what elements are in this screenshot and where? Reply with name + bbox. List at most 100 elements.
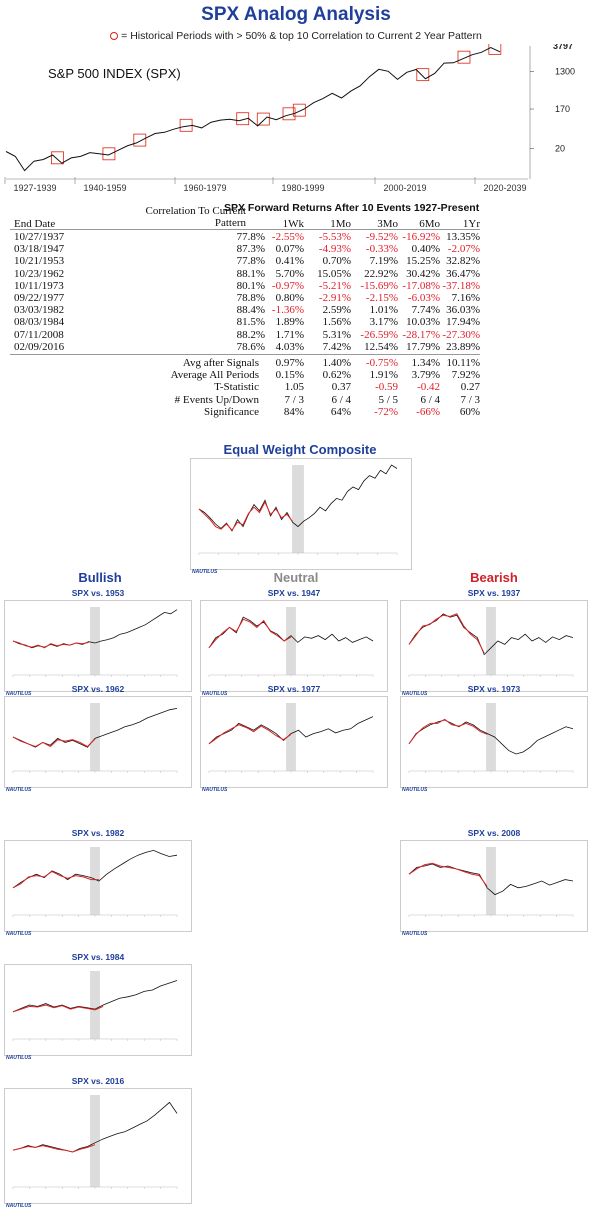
table-cell: 13.35% xyxy=(446,231,480,243)
table-cell: 7.74% xyxy=(411,304,440,317)
table-cell: -1.36% xyxy=(271,304,304,317)
table-cell: -9.52% xyxy=(365,231,398,243)
table-cell: 7.19% xyxy=(369,255,398,268)
table-cell: 81.5% xyxy=(236,316,265,329)
highlight-period-box xyxy=(256,112,270,126)
summary-row: Avg after Signals 0.97% 1.40% -0.75% 1.34% 10… xyxy=(10,357,480,369)
analog-chart-svg xyxy=(408,703,574,773)
analog-chart-svg xyxy=(208,607,374,677)
table-cell: -0.33% xyxy=(365,243,398,256)
analog-chart xyxy=(200,696,388,788)
spx-series-line xyxy=(408,863,574,896)
table-cell: -2.15% xyxy=(365,292,398,304)
table-row: 08/03/1984 81.5% 1.89% 1.56% 3.17% 10.03% 17.9… xyxy=(10,316,480,328)
table-cell: 15.25% xyxy=(406,255,440,268)
analog-panel: SPX vs. 1953 NAUTILUS xyxy=(4,588,192,697)
spx-main-chart: S&P 500 INDEX (SPX) 20 170 1300 1927-1939 1… xyxy=(4,44,575,193)
analog-chart-svg xyxy=(408,847,574,917)
summary-cell: 1.34% xyxy=(411,357,440,369)
table-row: 03/18/1947 87.3% 0.07% -4.93% -0.33% 0.40% -2.… xyxy=(10,243,480,255)
y-tick-label: 1300 xyxy=(555,67,575,77)
summary-cell: 1.91% xyxy=(369,369,398,382)
table-cell: 87.3% xyxy=(236,243,265,256)
column-header: 1Wk xyxy=(282,218,304,230)
analog-panel-title: SPX vs. 1982 xyxy=(71,828,125,838)
table-cell: -0.97% xyxy=(271,279,304,292)
analog-chart-svg xyxy=(408,607,574,677)
analog-panel-title: SPX vs. 2008 xyxy=(467,828,521,838)
summary-cell: 60% xyxy=(459,405,480,418)
table-cell: 0.40% xyxy=(411,243,440,256)
spx-series-line xyxy=(12,980,178,1013)
highlight-period-box xyxy=(292,103,306,117)
current-date-band xyxy=(286,703,296,771)
table-row: 10/23/1962 88.1% 5.70% 15.05% 22.92% 30.42% 36… xyxy=(10,268,480,280)
analog-chart xyxy=(200,600,388,692)
summary-row: T-Statistic 1.05 0.37 -0.59 -0.42 0.27 xyxy=(10,381,480,393)
spx-series-line xyxy=(408,719,574,755)
summary-cell: 0.37 xyxy=(331,381,351,394)
chart-legend: = Historical Periods with > 50% & top 10… xyxy=(0,30,592,42)
table-cell: -6.03% xyxy=(407,292,440,304)
table-cell: 32.82% xyxy=(446,255,480,268)
table-cell: 03/03/1982 xyxy=(14,304,65,317)
table-cell: -17.08% xyxy=(402,279,440,292)
table-row: 03/03/1982 88.4% -1.36% 2.59% 1.01% 7.74% 36.0… xyxy=(10,304,480,316)
column-header: 3Mo xyxy=(377,218,398,230)
analog-panel-title: SPX vs. 1977 xyxy=(267,684,321,694)
summary-cell: 1.40% xyxy=(322,357,351,369)
analog-series-line xyxy=(12,1144,96,1153)
analog-chart xyxy=(400,840,588,932)
analog-panel-title: SPX vs. 1937 xyxy=(467,588,521,598)
table-cell: -26.59% xyxy=(360,328,398,341)
summary-cell: T-Statistic xyxy=(214,381,259,394)
y-tick-label: 170 xyxy=(555,104,570,114)
analog-panel-title: SPX vs. 1973 xyxy=(467,684,521,694)
analog-panel: SPX vs. 1973 NAUTILUS xyxy=(400,684,588,793)
nautilus-logo: NAUTILUS xyxy=(6,1055,32,1061)
page-title: SPX Analog Analysis xyxy=(201,4,391,25)
column-header: 1Mo xyxy=(330,218,351,230)
table-cell: 12.54% xyxy=(364,340,398,353)
table-cell: 7.42% xyxy=(322,340,351,353)
table-row: 10/11/1973 80.1% -0.97% -5.21% -15.69% -17.08… xyxy=(10,280,480,292)
table-row: 02/09/2016 78.6% 4.03% 7.42% 12.54% 17.79% 23.… xyxy=(10,341,480,353)
analog-panel-title: SPX vs. 1962 xyxy=(71,684,125,694)
table-row: 07/11/2008 88.2% 1.71% 5.31% -26.59% -28.17% -… xyxy=(10,329,480,341)
period-label: 2020-2039 xyxy=(483,183,526,193)
highlight-period-box xyxy=(133,133,147,147)
highlight-period-box xyxy=(51,151,64,165)
period-label: 1980-1999 xyxy=(281,183,324,193)
current-date-band xyxy=(486,847,496,915)
summary-cell: 5 / 5 xyxy=(378,393,398,406)
summary-cell: -66% xyxy=(416,405,440,418)
table-cell: -37.18% xyxy=(442,279,480,292)
analog-panel-title: SPX vs. 1953 xyxy=(71,588,125,598)
table-cell: 0.41% xyxy=(275,255,304,268)
y-tick-label: 20 xyxy=(555,143,565,153)
table-cell: 1.01% xyxy=(369,304,398,317)
nautilus-logo: NAUTILUS xyxy=(6,691,32,697)
summary-row: Average All Periods 0.15% 0.62% 1.91% 3.79% 7… xyxy=(10,369,480,381)
nautilus-logo: NAUTILUS xyxy=(402,787,428,793)
table-cell: 10.03% xyxy=(406,316,440,329)
period-label: 2000-2019 xyxy=(383,183,426,193)
analog-series-line xyxy=(408,862,488,887)
analog-series-line xyxy=(208,724,292,745)
table-cell: 30.42% xyxy=(406,267,440,280)
circle-marker-icon xyxy=(110,32,119,41)
column-header: 1Yr xyxy=(462,218,480,230)
table-cell: 03/18/1947 xyxy=(14,243,65,256)
analog-panel-title: SPX vs. 1947 xyxy=(267,588,321,598)
table-cell: 4.03% xyxy=(275,340,304,353)
summary-cell: Significance xyxy=(204,405,259,418)
summary-cell: 0.97% xyxy=(275,357,304,369)
table-cell: 77.8% xyxy=(236,231,265,243)
spx-series-line xyxy=(12,1101,178,1153)
current-date-band xyxy=(292,465,304,553)
summary-cell: 6 / 4 xyxy=(331,393,351,406)
table-cell: 7.16% xyxy=(451,292,480,304)
current-date-band xyxy=(90,971,100,1039)
summary-cell: 0.27 xyxy=(460,381,480,394)
summary-cell: # Events Up/Down xyxy=(174,393,259,406)
